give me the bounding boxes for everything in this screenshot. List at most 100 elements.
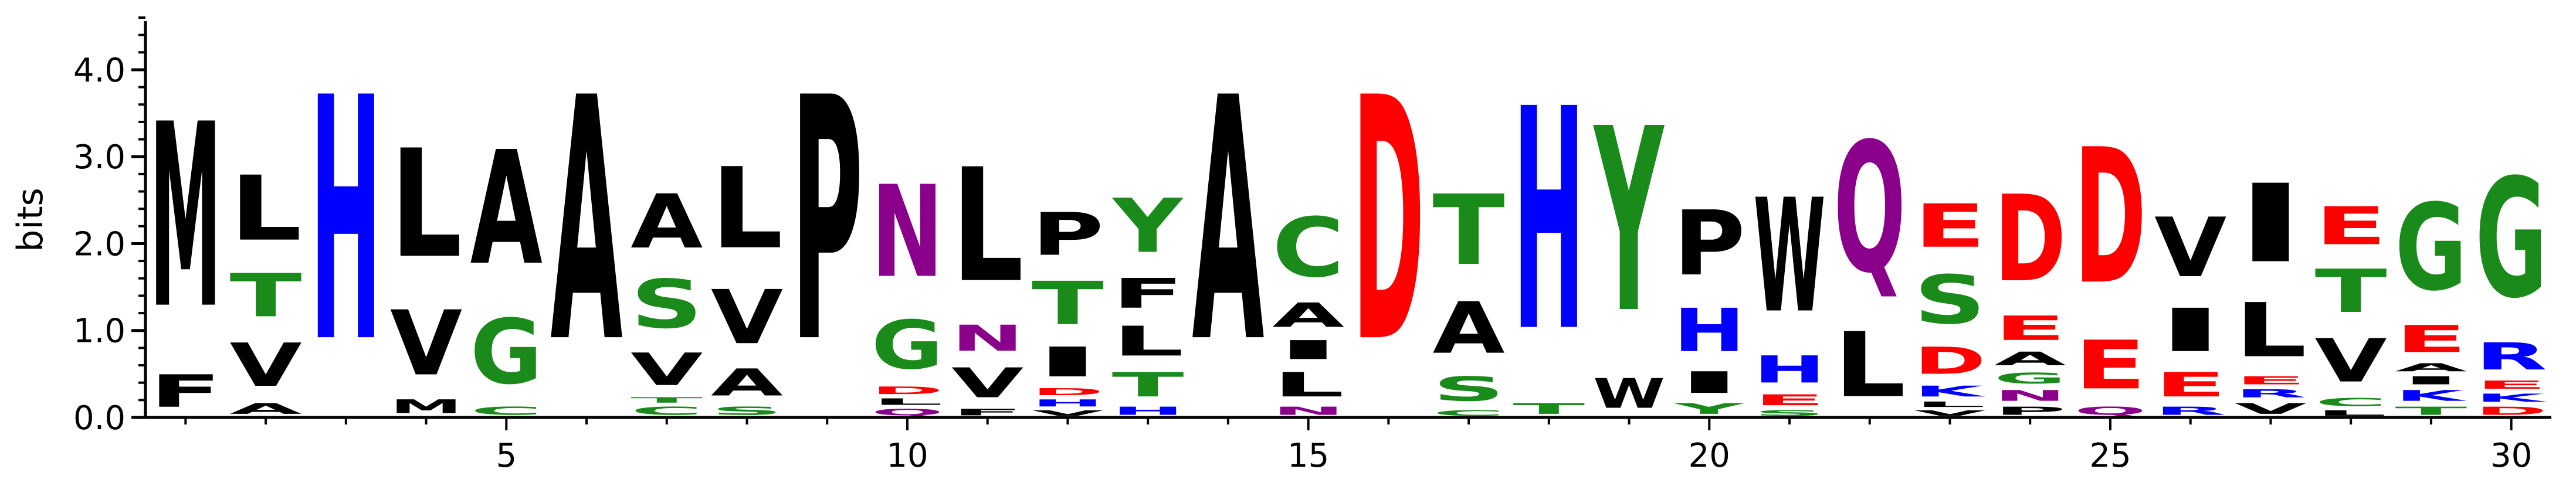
logo-letter: C bbox=[2315, 396, 2387, 409]
logo-letter: Q bbox=[1833, 106, 1906, 313]
logo-letter: E bbox=[2315, 196, 2387, 257]
logo-column-3: H bbox=[310, 28, 382, 417]
y-axis: 0.0 1.0 2.0 3.0 4.0 bits bbox=[10, 16, 147, 437]
logo-column-18: TH bbox=[1513, 45, 1585, 417]
logo-letter: S bbox=[711, 405, 783, 417]
logo-letter: D bbox=[2475, 405, 2547, 417]
logo-column-25: QED bbox=[2074, 110, 2146, 417]
logo-column-14: A bbox=[1192, 26, 1265, 416]
logo-letter: V bbox=[1032, 409, 1104, 417]
logo-letter: A bbox=[230, 400, 302, 417]
logo-letter: N bbox=[1994, 387, 2066, 405]
logo-letter: Y bbox=[1592, 74, 1665, 369]
logo-letter: L bbox=[1272, 365, 1344, 404]
logo-letter: I bbox=[1673, 365, 1745, 400]
logo-letter: S bbox=[1433, 370, 1505, 409]
logo-letter: L bbox=[390, 118, 462, 291]
logo-letter: I bbox=[2235, 162, 2307, 287]
logo-letter: T bbox=[1112, 365, 1184, 404]
logo-letter: A bbox=[711, 361, 783, 405]
logo-letter: A bbox=[1994, 348, 2066, 370]
logo-letter: E bbox=[1914, 192, 1986, 261]
y-tick-label: 3.0 bbox=[73, 138, 126, 176]
logo-letter: V bbox=[1914, 409, 1986, 417]
logo-column-5: CGA bbox=[470, 118, 543, 418]
logo-letter: S bbox=[1914, 261, 1986, 339]
logo-letter: R bbox=[2154, 405, 2226, 417]
logo-letter: V bbox=[711, 274, 783, 361]
logo-letter: I bbox=[2395, 374, 2467, 387]
logo-letter: E bbox=[2074, 326, 2146, 404]
logo-column-9: P bbox=[791, 28, 863, 416]
logo-letter: V bbox=[2315, 327, 2387, 396]
logo-letter: S bbox=[631, 266, 703, 344]
logo-letter: H bbox=[1673, 296, 1745, 365]
logo-letter: G bbox=[470, 300, 543, 404]
logo-letter: V bbox=[2235, 400, 2307, 417]
logo-letter: R bbox=[2475, 335, 2547, 378]
logo-letter: V bbox=[2154, 201, 2226, 295]
x-tick-label: 10 bbox=[886, 437, 928, 475]
logo-letter: L bbox=[871, 397, 943, 407]
logo-letter: H bbox=[310, 28, 382, 417]
logo-letter: E bbox=[2395, 318, 2467, 361]
logo-letter: E bbox=[2235, 374, 2307, 387]
logo-letter: G bbox=[1994, 370, 2066, 387]
x-tick-label: 5 bbox=[496, 437, 517, 475]
logo-letter: F bbox=[150, 365, 222, 417]
logo-letter: G bbox=[2475, 144, 2547, 334]
logo-letter: E bbox=[1994, 309, 2066, 348]
logo-letter: K bbox=[2395, 387, 2467, 405]
y-tick-label: 4.0 bbox=[73, 52, 126, 90]
logo-letter: Q bbox=[2074, 405, 2146, 417]
logo-letter: D bbox=[1994, 170, 2066, 308]
logo-letter: H bbox=[1754, 348, 1826, 392]
x-ticks: 5 10 15 20 25 30 bbox=[184, 417, 2532, 475]
logo-column-22: LQ bbox=[1833, 106, 1906, 417]
logo-letter: L bbox=[711, 144, 783, 274]
logo-letter: V bbox=[631, 344, 703, 396]
logo-letter: A bbox=[631, 179, 703, 265]
logo-letter: Y bbox=[1673, 400, 1745, 417]
logo-letter: D bbox=[871, 385, 943, 397]
logo-letter: A bbox=[1192, 26, 1265, 416]
logo-letter: D bbox=[1032, 386, 1104, 398]
logo-column-16: D bbox=[1353, 28, 1425, 417]
logo-letter: C bbox=[631, 405, 703, 417]
logo-letter: Y bbox=[1111, 183, 1184, 270]
logo-letter: T bbox=[2315, 257, 2387, 326]
logo-letter: I bbox=[2154, 296, 2226, 365]
logo-letter: E bbox=[1754, 392, 1826, 409]
y-tick-label: 1.0 bbox=[73, 312, 126, 351]
logo-letter: F bbox=[951, 407, 1023, 417]
logo-letter: T bbox=[1433, 174, 1505, 287]
logo-letter: H bbox=[1513, 45, 1585, 399]
logo-letter: G bbox=[2395, 179, 2467, 317]
logo-letter: W bbox=[1593, 370, 1665, 417]
logo-letter: A bbox=[470, 118, 543, 300]
y-tick-label: 2.0 bbox=[73, 225, 126, 263]
logo-letter: V bbox=[230, 331, 302, 400]
x-axis: 5 10 15 20 25 30 bbox=[145, 416, 2551, 475]
logo-letter: V bbox=[390, 292, 462, 396]
logo-letter: H bbox=[1032, 398, 1104, 409]
logo-letter: E bbox=[2475, 378, 2547, 391]
logo-letter: A bbox=[1433, 288, 1505, 370]
logo-letter: A bbox=[551, 26, 623, 416]
logo-letter: L bbox=[951, 135, 1023, 317]
logo-letter: A bbox=[1272, 296, 1344, 335]
logo-letter: P bbox=[1673, 191, 1745, 295]
logo-letter: I bbox=[1032, 338, 1104, 386]
